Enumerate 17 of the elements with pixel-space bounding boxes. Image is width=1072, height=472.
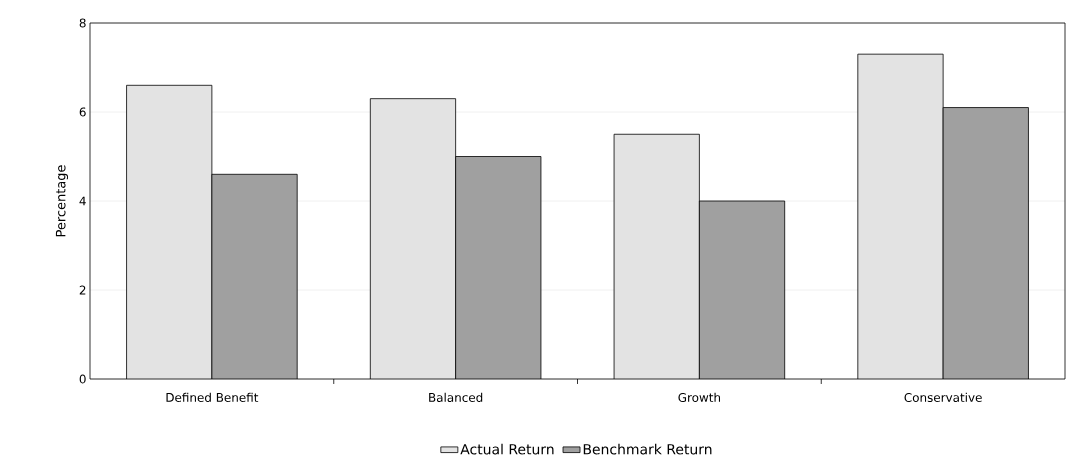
- x-tick-label: Conservative: [904, 392, 982, 402]
- bar: [613, 133, 700, 379]
- bar: [455, 156, 541, 379]
- y-tick-label: 4: [79, 196, 86, 206]
- y-tick-label: 8: [79, 18, 86, 28]
- legend-label: Benchmark Return: [583, 443, 712, 455]
- x-tick-label: Defined Benefit: [166, 392, 259, 402]
- x-tick-label: Balanced: [429, 392, 483, 402]
- bar: [698, 200, 786, 379]
- y-tick-label: 2: [79, 285, 86, 295]
- y-tick-label: 6: [79, 107, 86, 117]
- bar: [211, 173, 298, 379]
- y-axis-title: Percentage: [55, 165, 69, 237]
- bar: [942, 107, 1029, 379]
- y-tick-label: 0: [79, 374, 86, 384]
- x-tick-label: Growth: [678, 392, 721, 402]
- legend-label: Actual Return: [460, 443, 554, 455]
